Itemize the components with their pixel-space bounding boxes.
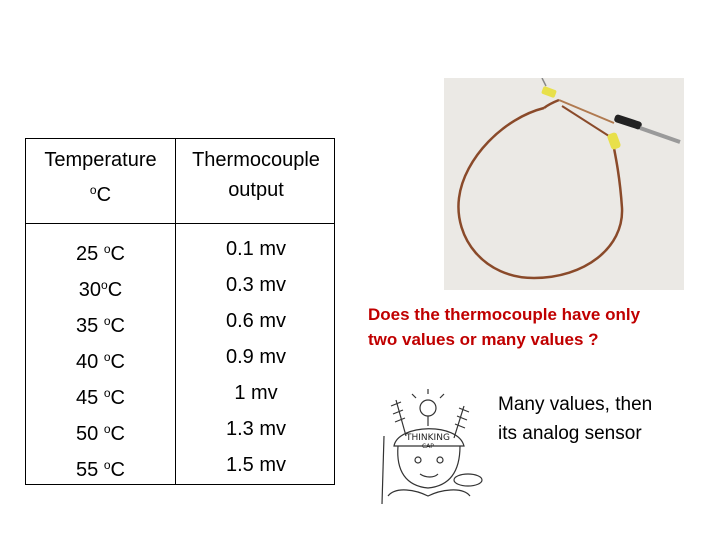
degree-mark: o xyxy=(103,386,111,400)
temperature-cell: 30oC xyxy=(26,267,175,308)
temperature-value: 55 xyxy=(76,459,104,481)
answer-line2: its analog sensor xyxy=(498,423,642,444)
answer-line1: Many values, then xyxy=(498,394,653,415)
table-column-divider xyxy=(175,139,176,484)
temperature-output-table: Temperature oC Thermocouple output 25 oC… xyxy=(25,138,335,485)
temperature-cell: 25 oC xyxy=(26,231,175,272)
output-cell: 1.5 mv xyxy=(225,454,287,476)
unit-label: C xyxy=(107,279,123,301)
unit-label: C xyxy=(110,351,125,373)
table-row: 35 oC 0.6 mv xyxy=(26,303,334,339)
table-header-divider xyxy=(26,223,334,224)
output-header: Thermocouple output xyxy=(176,145,336,205)
temperature-value: 50 xyxy=(76,423,104,445)
cap-text-line2: CAP xyxy=(422,443,434,450)
degree-mark: o xyxy=(103,458,111,472)
thinking-cap-cartoon: THINKING CAP xyxy=(376,386,494,516)
output-cell: 1.3 mv xyxy=(225,418,287,440)
temperature-cell: 35 oC xyxy=(26,303,175,344)
thermocouple-wire-illustration xyxy=(444,77,684,290)
temperature-value: 30 xyxy=(78,279,102,301)
question-line1: Does the thermocouple have only xyxy=(368,305,641,324)
table-row: 55 oC 1.5 mv xyxy=(26,447,334,483)
temperature-header-line1: Temperature xyxy=(44,149,157,171)
temperature-cell: 40 oC xyxy=(26,339,175,380)
unit-label: C xyxy=(110,243,125,265)
output-cell: 0.6 mv xyxy=(225,310,287,332)
thinking-cap-drawing: THINKING CAP xyxy=(381,389,483,505)
temperature-value: 35 xyxy=(76,315,104,337)
temperature-value: 40 xyxy=(76,351,104,373)
unit-label: C xyxy=(96,184,112,206)
temperature-value: 45 xyxy=(76,387,104,409)
output-header-line2: output xyxy=(228,179,284,201)
table-row: 45 oC 1 mv xyxy=(26,375,334,411)
temperature-header-line2: oC xyxy=(26,175,175,210)
table-row: 25 oC 0.1 mv xyxy=(26,231,334,267)
table-row: 30oC 0.3 mv xyxy=(26,267,334,303)
unit-label: C xyxy=(110,423,125,445)
output-cell: 0.1 mv xyxy=(225,238,287,260)
degree-mark: o xyxy=(103,314,111,328)
analog-sensor-answer: Many values, then its analog sensor xyxy=(498,390,713,448)
degree-mark: o xyxy=(101,278,108,292)
output-cell: 1 mv xyxy=(234,382,278,404)
degree-mark: o xyxy=(103,422,111,436)
temperature-value: 25 xyxy=(76,243,104,265)
table-row: 50 oC 1.3 mv xyxy=(26,411,334,447)
temperature-cell: 45 oC xyxy=(26,375,175,416)
output-cell: 0.9 mv xyxy=(225,346,287,368)
unit-label: C xyxy=(110,459,125,481)
degree-mark: o xyxy=(89,183,97,197)
thermocouple-question: Does the thermocouple have only two valu… xyxy=(368,302,713,352)
temperature-header: Temperature oC xyxy=(26,145,175,210)
unit-label: C xyxy=(110,387,125,409)
output-cell: 0.3 mv xyxy=(225,274,287,296)
degree-mark: o xyxy=(103,350,111,364)
temperature-cell: 50 oC xyxy=(26,411,175,452)
table-row: 40 oC 0.9 mv xyxy=(26,339,334,375)
unit-label: C xyxy=(110,315,125,337)
output-header-line1: Thermocouple xyxy=(192,149,320,171)
temperature-cell: 55 oC xyxy=(26,447,175,488)
question-line2: two values or many values ? xyxy=(368,330,599,349)
degree-mark: o xyxy=(103,242,111,256)
thermocouple-photo xyxy=(444,77,684,290)
cap-text-line1: THINKING xyxy=(405,433,450,443)
